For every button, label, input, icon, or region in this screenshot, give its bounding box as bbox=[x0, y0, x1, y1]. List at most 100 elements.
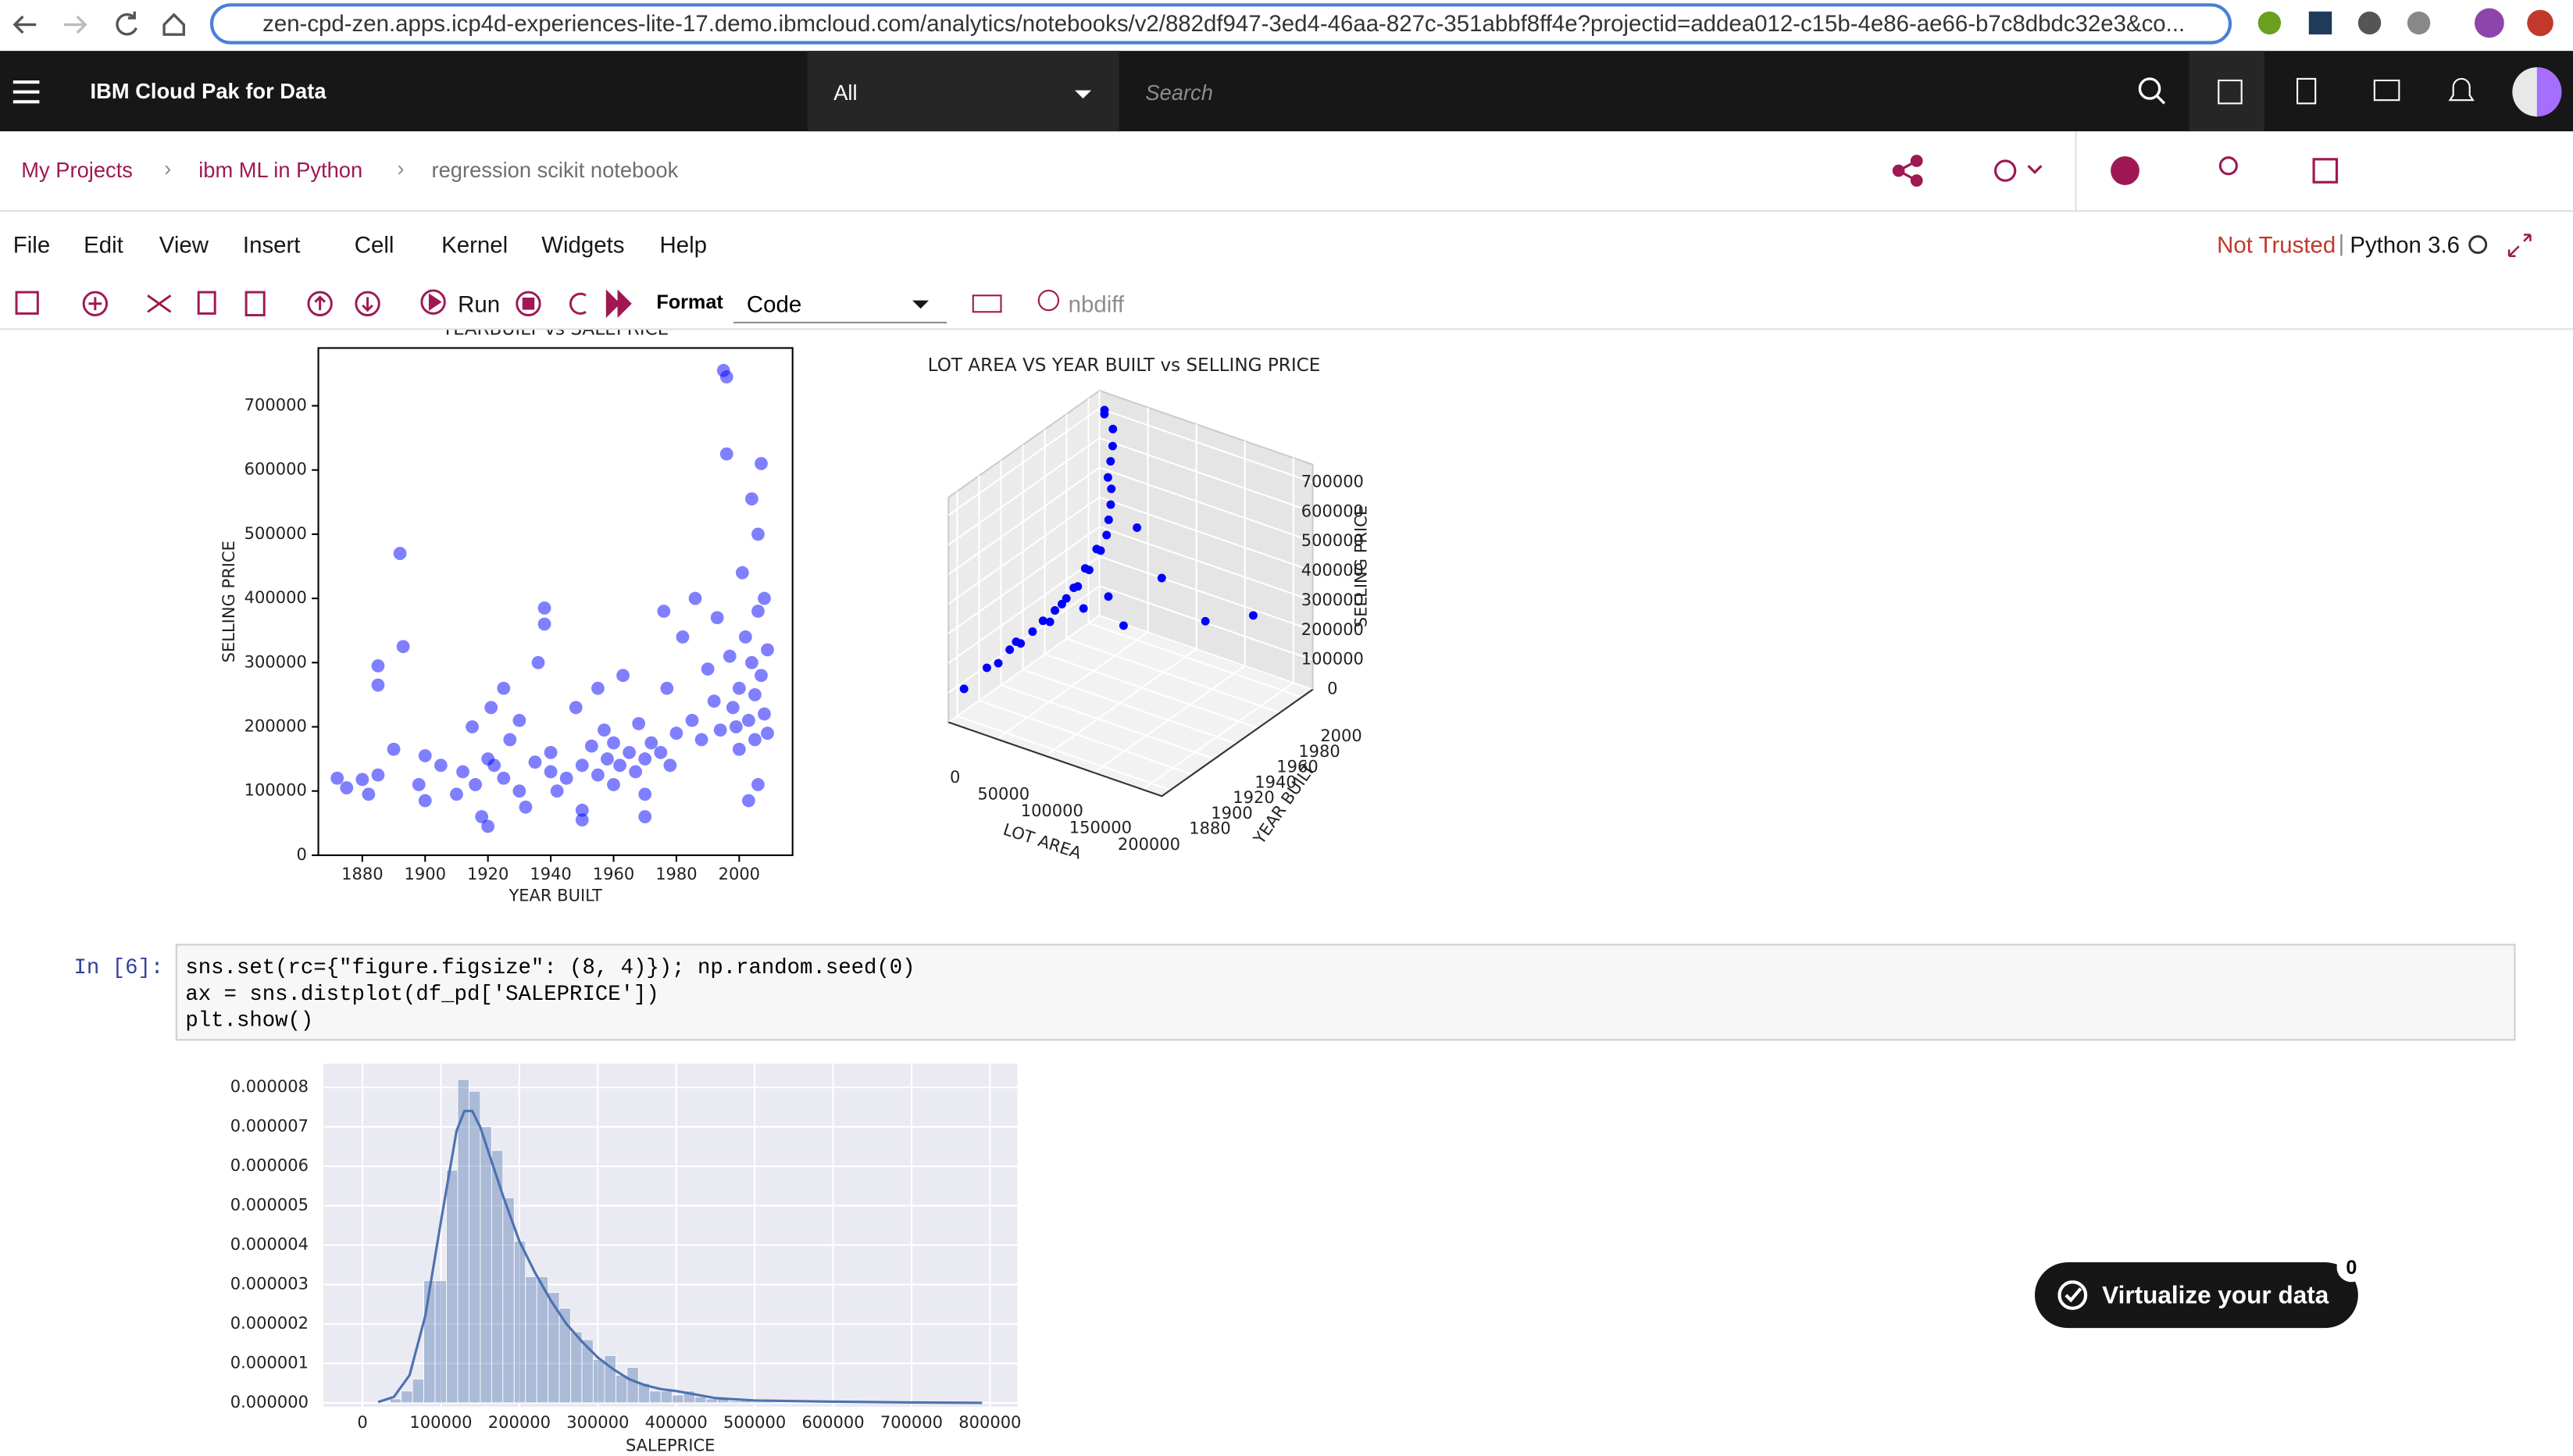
breadcrumb-current: regression scikit notebook bbox=[431, 157, 679, 183]
menu-item[interactable]: Help bbox=[659, 231, 708, 258]
x-tick-label: 150000 bbox=[1069, 818, 1132, 837]
keyboard-button[interactable] bbox=[972, 294, 1002, 313]
y-tick-label: 500000 bbox=[244, 523, 307, 543]
run-label[interactable]: Run bbox=[458, 290, 501, 317]
profile-avatar[interactable] bbox=[2475, 8, 2504, 38]
x-tick-label: 1880 bbox=[341, 864, 383, 883]
histogram-bar bbox=[773, 1401, 786, 1404]
grid-line bbox=[947, 614, 1313, 723]
data-point bbox=[591, 768, 605, 782]
restart-button[interactable] bbox=[569, 292, 587, 315]
code-cell[interactable]: sns.set(rc={"figure.figsize": (8, 4)}); … bbox=[175, 944, 2516, 1041]
histogram-bar bbox=[705, 1398, 718, 1404]
virtualize-button[interactable]: Virtualize your data bbox=[2034, 1262, 2358, 1329]
extension-icon[interactable] bbox=[2527, 9, 2553, 37]
scope-dropdown[interactable]: All bbox=[807, 51, 1119, 132]
data-point bbox=[393, 547, 407, 560]
data-point bbox=[537, 601, 551, 615]
menu-item[interactable]: Kernel bbox=[441, 231, 509, 258]
menu-item[interactable]: View bbox=[159, 231, 209, 258]
extension-icon[interactable] bbox=[2257, 11, 2282, 35]
data-point bbox=[1157, 573, 1166, 583]
back-button[interactable] bbox=[12, 15, 37, 34]
cut-button[interactable] bbox=[147, 294, 172, 313]
extension-icon[interactable] bbox=[2407, 11, 2431, 35]
brand[interactable]: IBM Cloud Pak for Data bbox=[90, 78, 327, 104]
data-point bbox=[755, 457, 768, 470]
support-button[interactable] bbox=[2373, 79, 2400, 102]
address-bar[interactable]: zen-cpd-zen.apps.icp4d-experiences-lite-… bbox=[209, 3, 2232, 45]
move-down-button[interactable] bbox=[355, 291, 380, 316]
layout-button[interactable] bbox=[2312, 158, 2339, 184]
top-nav: IBM Cloud Pak for Data All Search bbox=[0, 51, 2573, 132]
insert-cell-button[interactable] bbox=[82, 291, 109, 316]
share-button[interactable] bbox=[1892, 164, 1905, 177]
code-line: sns.set(rc={"figure.figsize": (8, 4)}); … bbox=[185, 955, 915, 980]
apps-button[interactable] bbox=[2218, 79, 2243, 105]
data-point bbox=[959, 684, 969, 694]
extension-icon[interactable] bbox=[2357, 11, 2382, 35]
home-button[interactable] bbox=[162, 12, 185, 36]
paste-button[interactable] bbox=[244, 291, 266, 316]
x-tick-label: 700000 bbox=[880, 1412, 943, 1432]
cell-type-select[interactable]: Code bbox=[733, 282, 947, 323]
versions-button[interactable] bbox=[1993, 159, 2017, 182]
y-tick-label: 1920 bbox=[1233, 787, 1274, 807]
x-tick-label: 400000 bbox=[645, 1412, 708, 1432]
breadcrumb-link[interactable]: My Projects bbox=[21, 157, 133, 183]
data-point bbox=[1106, 457, 1115, 466]
menu-item[interactable]: File bbox=[12, 231, 51, 258]
y-tick-label: 0.000004 bbox=[230, 1234, 309, 1254]
data-point bbox=[456, 765, 469, 779]
fullscreen-button[interactable] bbox=[2507, 234, 2532, 258]
x-tick-label: 300000 bbox=[566, 1412, 629, 1432]
search-button[interactable] bbox=[2138, 77, 2161, 100]
data-point bbox=[371, 678, 385, 692]
data-point bbox=[607, 778, 620, 791]
run-all-button[interactable] bbox=[605, 289, 632, 319]
z-axis-label: SELLING PRICE bbox=[1351, 505, 1371, 627]
move-up-button[interactable] bbox=[307, 291, 333, 316]
reload-button[interactable] bbox=[116, 11, 137, 36]
interrupt-button[interactable] bbox=[516, 291, 541, 316]
data-point bbox=[512, 784, 526, 798]
histogram-bar bbox=[660, 1390, 673, 1404]
histogram-bar bbox=[626, 1367, 639, 1404]
data-point bbox=[685, 713, 699, 727]
docs-button[interactable] bbox=[2296, 77, 2317, 105]
trust-status[interactable]: Not Trusted bbox=[2217, 231, 2336, 258]
plot-area bbox=[317, 347, 794, 856]
data-point bbox=[758, 707, 771, 721]
kernel-name[interactable]: Python 3.6 bbox=[2350, 231, 2460, 258]
nbdiff-button[interactable]: nbdiff bbox=[1068, 290, 1125, 317]
menu-item[interactable]: Widgets bbox=[541, 231, 625, 258]
data-point bbox=[660, 681, 674, 695]
z-tick-label: 500000 bbox=[1301, 530, 1364, 550]
hamburger-menu[interactable] bbox=[12, 79, 41, 105]
data-point bbox=[1012, 637, 1021, 647]
histogram-bar bbox=[728, 1400, 740, 1404]
menu-item[interactable]: Cell bbox=[354, 231, 394, 258]
copy-button[interactable] bbox=[197, 291, 216, 315]
menu-item[interactable]: Insert bbox=[242, 231, 301, 258]
menu-item[interactable]: Edit bbox=[84, 231, 123, 258]
scope-value: All bbox=[833, 80, 858, 105]
data-point bbox=[738, 630, 752, 644]
extension-icon[interactable] bbox=[2308, 11, 2332, 35]
find-button[interactable] bbox=[2218, 156, 2238, 176]
data-point bbox=[657, 605, 671, 618]
histogram-bar bbox=[751, 1401, 763, 1404]
cell-type-value: Code bbox=[746, 290, 802, 317]
forward-button[interactable] bbox=[63, 15, 87, 34]
data-point bbox=[613, 758, 626, 773]
notifications-button[interactable] bbox=[2448, 77, 2475, 102]
info-button[interactable] bbox=[2111, 156, 2139, 185]
search-input[interactable]: Search bbox=[1145, 80, 1213, 105]
data-point bbox=[575, 813, 589, 827]
data-point bbox=[1092, 544, 1101, 554]
save-button[interactable] bbox=[15, 291, 39, 315]
run-button[interactable] bbox=[420, 289, 446, 315]
format-label: Format bbox=[656, 290, 723, 314]
breadcrumb-link[interactable]: ibm ML in Python bbox=[198, 157, 363, 183]
browser-bar: zen-cpd-zen.apps.icp4d-experiences-lite-… bbox=[0, 0, 2573, 53]
